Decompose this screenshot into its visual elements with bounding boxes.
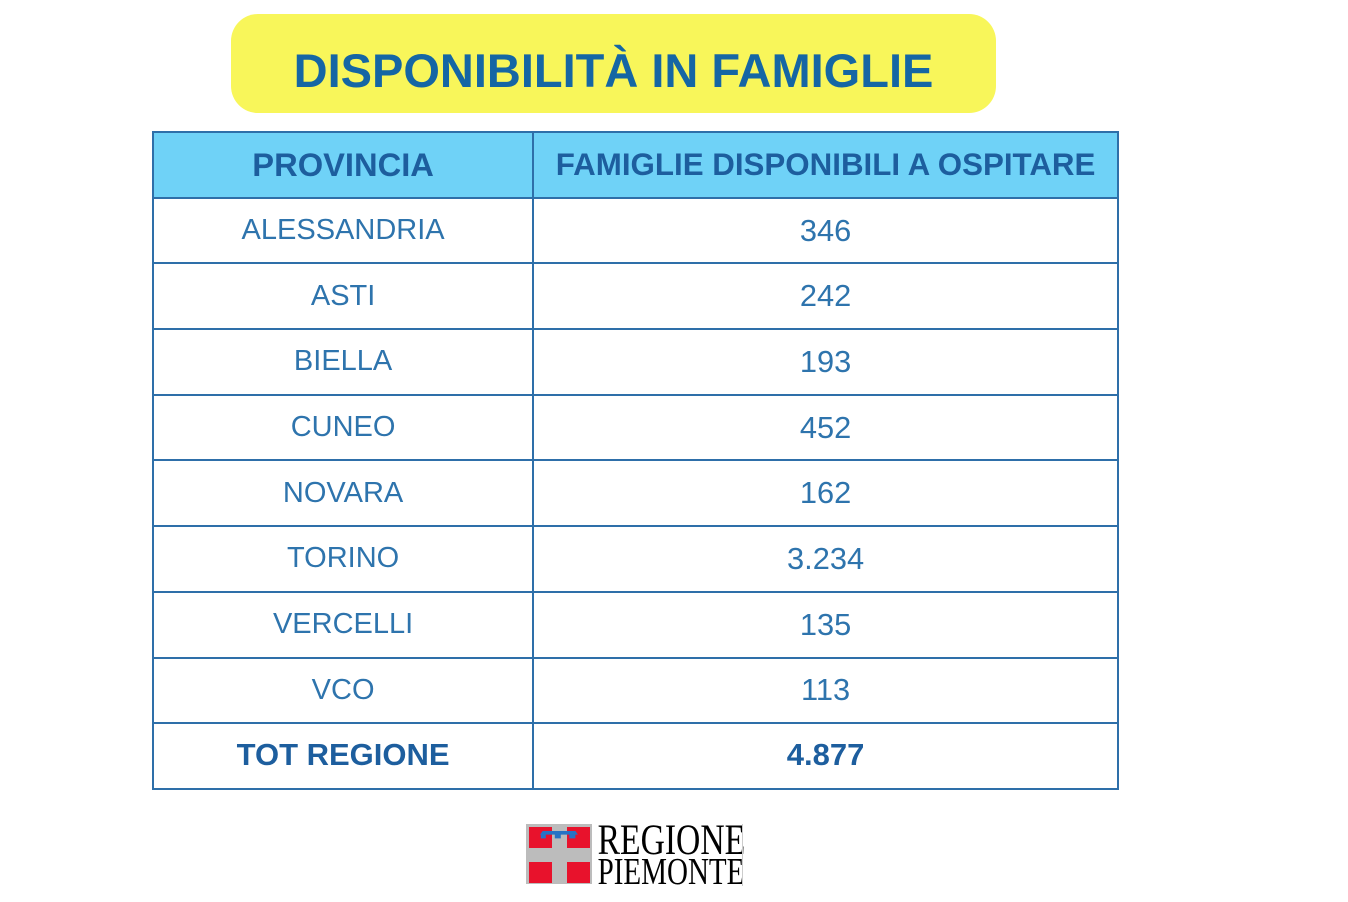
- svg-text:PIEMONTE: PIEMONTE: [598, 851, 745, 888]
- svg-text:REGIONE: REGIONE: [598, 822, 746, 864]
